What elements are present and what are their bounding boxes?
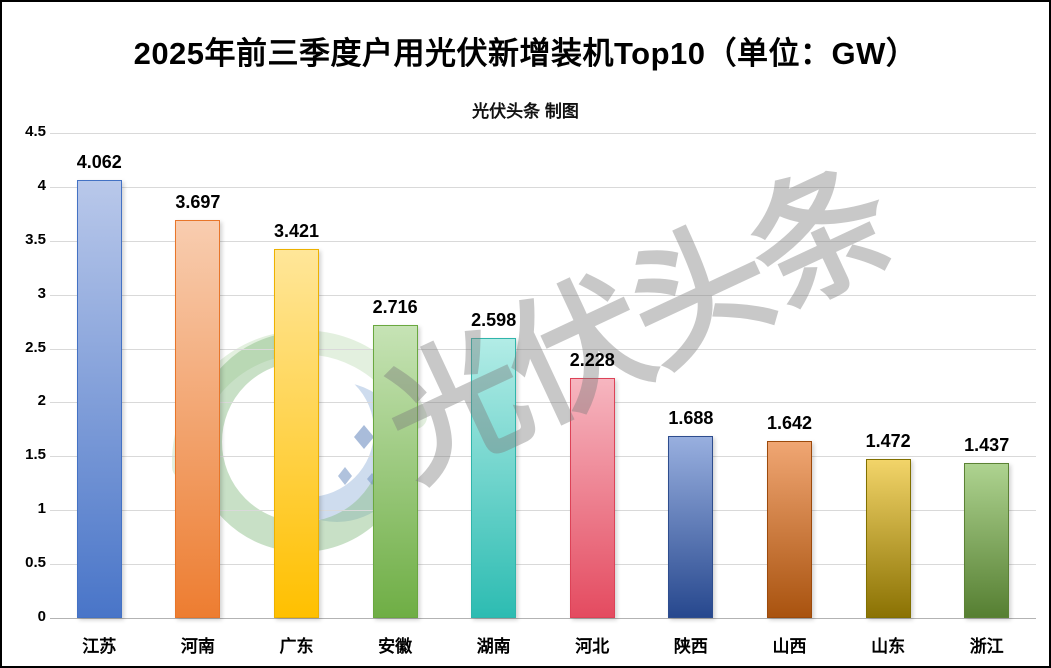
gridline (50, 564, 1036, 565)
bar-value-label: 2.228 (569, 349, 615, 370)
x-category-label: 河北 (575, 637, 610, 656)
gridline (50, 241, 1036, 242)
y-tick-label: 4.5 (25, 123, 46, 140)
x-category-label: 河南 (180, 637, 215, 656)
bar-5 (471, 338, 517, 618)
y-tick-label: 3.5 (25, 231, 46, 248)
gridline (50, 133, 1036, 134)
y-tick-label: 0.5 (25, 554, 46, 571)
y-tick-label: 2.5 (25, 339, 46, 356)
bar-value-label: 1.472 (865, 431, 911, 452)
bar-4 (372, 325, 418, 618)
y-tick-label: 1.5 (25, 446, 46, 463)
bar-9 (865, 459, 911, 618)
bar-2 (175, 219, 221, 618)
bar-value-label: 1.642 (766, 413, 813, 433)
chart-title: 2025年前三季度户用光伏新增装机Top10（单位：GW） (133, 36, 918, 71)
x-axis-line (50, 618, 1036, 619)
bar-10 (964, 463, 1010, 618)
x-category-label: 广东 (279, 637, 314, 656)
gridline (50, 402, 1036, 403)
gridline (50, 349, 1036, 350)
gridline (50, 456, 1036, 457)
bar-value-label: 3.697 (175, 191, 221, 212)
x-category-label: 山西 (772, 637, 807, 656)
gridline (50, 187, 1036, 188)
bar-value-label: 2.598 (471, 310, 517, 330)
x-category-label: 山东 (871, 637, 906, 656)
bar-7 (668, 436, 714, 618)
bar-value-label: 2.716 (372, 297, 418, 318)
gridline (50, 295, 1036, 296)
bar-value-label: 1.688 (668, 408, 714, 429)
gridline (50, 510, 1036, 511)
bar-3 (274, 249, 319, 618)
bar-8 (767, 441, 812, 618)
chart-subtitle: 光伏头条 制图 (472, 102, 579, 121)
y-tick-label: 2 (37, 392, 46, 409)
bar-1 (76, 180, 122, 618)
x-category-label: 湖南 (476, 637, 511, 656)
y-tick-label: 1 (37, 500, 46, 517)
x-category-label: 陕西 (673, 637, 708, 656)
x-category-label: 江苏 (82, 637, 117, 656)
y-tick-label: 0 (37, 608, 46, 625)
bar-6 (569, 377, 615, 618)
y-tick-label: 4 (37, 177, 46, 194)
bar-value-label: 4.062 (76, 152, 122, 173)
bar-value-label: 1.437 (964, 435, 1010, 456)
x-category-label: 安徽 (378, 637, 413, 656)
y-tick-label: 3 (37, 285, 46, 302)
x-category-label: 浙江 (969, 637, 1004, 656)
bar-value-label: 3.421 (273, 221, 320, 242)
